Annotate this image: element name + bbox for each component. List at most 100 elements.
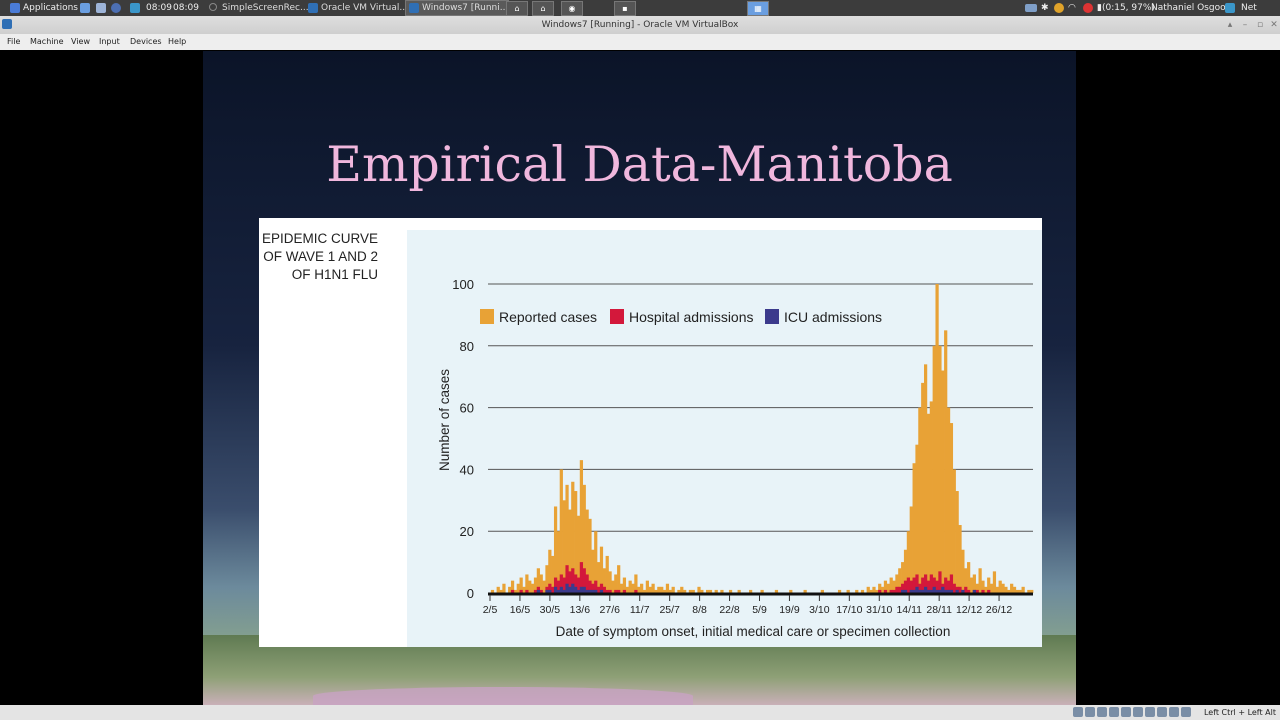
network-adapter-icon[interactable] bbox=[1109, 707, 1119, 717]
display-indicator-icon[interactable] bbox=[1145, 707, 1155, 717]
reported-cases-bar bbox=[866, 586, 870, 593]
icu-admissions-bar bbox=[536, 589, 540, 593]
vm-display-slide[interactable]: Empirical Data-Manitoba EPIDEMIC CURVE O… bbox=[203, 51, 1076, 705]
recording-icon[interactable] bbox=[1157, 707, 1167, 717]
reported-cases-bar bbox=[878, 583, 882, 593]
icu-admissions-bar bbox=[941, 586, 945, 593]
shared-folder-icon[interactable] bbox=[1133, 707, 1143, 717]
hospital-admissions-bar bbox=[591, 583, 595, 593]
hospital-admissions-bar bbox=[981, 589, 985, 593]
app-tray-icon[interactable] bbox=[1225, 3, 1235, 13]
icu-admissions-bar bbox=[924, 586, 928, 593]
reported-cases-bar bbox=[708, 589, 713, 593]
menu-devices[interactable]: Devices bbox=[130, 37, 162, 46]
task-label: Windows7 [Runni... bbox=[422, 3, 509, 13]
shade-button[interactable]: ▴ bbox=[1227, 20, 1233, 30]
hospital-admissions-bar bbox=[617, 589, 621, 593]
icu-admissions-bar bbox=[929, 589, 933, 593]
browser-icon[interactable] bbox=[111, 3, 121, 13]
wifi-icon[interactable]: ◠ bbox=[1068, 3, 1076, 13]
legend-swatch bbox=[610, 309, 624, 324]
reported-cases-bar bbox=[929, 401, 933, 593]
task-windows7-vm[interactable]: Windows7 [Runni... bbox=[405, 0, 509, 16]
menu-file[interactable]: File bbox=[7, 37, 21, 46]
reported-cases-bar bbox=[662, 589, 667, 593]
hospital-admissions-bar bbox=[559, 574, 563, 593]
reported-cases-bar bbox=[508, 586, 512, 593]
hospital-admissions-bar bbox=[519, 589, 523, 593]
hospital-admissions-bar bbox=[599, 583, 604, 593]
hospital-admissions-bar bbox=[602, 586, 606, 593]
icu-admissions-bar bbox=[972, 589, 976, 593]
reported-cases-bar bbox=[837, 589, 842, 593]
hospital-admissions-bar bbox=[975, 589, 979, 593]
epidemic-curve-figure: EPIDEMIC CURVE OF WAVE 1 AND 2 OF H1N1 F… bbox=[259, 218, 1042, 647]
applications-icon bbox=[10, 2, 20, 13]
reported-cases-bar bbox=[531, 583, 535, 593]
reported-cases-bar bbox=[496, 586, 500, 593]
minimize-button[interactable]: – bbox=[1242, 20, 1248, 30]
figure-title-line: OF WAVE 1 AND 2 bbox=[263, 249, 378, 264]
hospital-admissions-bar bbox=[525, 589, 529, 593]
usb-icon[interactable] bbox=[1121, 707, 1131, 717]
clock-time: 08:09 bbox=[146, 3, 172, 13]
x-tick-label: 3/10 bbox=[809, 604, 830, 616]
network-menu[interactable]: Net bbox=[1241, 0, 1257, 16]
reported-cases-bar bbox=[760, 589, 764, 593]
menu-view[interactable]: View bbox=[71, 37, 90, 46]
battery-icon: ▮ bbox=[1097, 3, 1102, 13]
icu-admissions-bar bbox=[921, 589, 925, 593]
workspace-5[interactable]: ▦ bbox=[747, 1, 769, 16]
file-manager-icon[interactable] bbox=[96, 3, 106, 13]
hospital-admissions-bar bbox=[548, 583, 552, 593]
user-menu[interactable]: Nathaniel Osgood bbox=[1151, 0, 1231, 16]
task-simplescreenrecorder[interactable]: SimpleScreenRec... bbox=[206, 1, 322, 15]
applications-menu[interactable]: Applications bbox=[10, 0, 78, 16]
x-tick-label: 12/12 bbox=[956, 604, 982, 616]
icu-admissions-bar bbox=[579, 586, 584, 593]
hospital-admissions-bar bbox=[568, 571, 572, 593]
reported-cases-bar bbox=[949, 423, 954, 593]
window-titlebar: Windows7 [Running] - Oracle VM VirtualBo… bbox=[0, 16, 1280, 34]
clock: 08:09 bbox=[146, 0, 172, 16]
workspace-1[interactable]: ⌂ bbox=[506, 1, 528, 16]
hard-disk-icon[interactable] bbox=[1073, 707, 1083, 717]
task-virtualbox-manager[interactable]: Oracle VM Virtual... bbox=[305, 1, 421, 15]
mouse-integration-icon[interactable] bbox=[1169, 707, 1179, 717]
alert-icon[interactable] bbox=[1083, 3, 1093, 13]
icu-admissions-bar bbox=[909, 589, 913, 593]
workspace-2[interactable]: ⌂ bbox=[532, 1, 554, 16]
hospital-admissions-bar bbox=[539, 589, 543, 593]
reported-cases-bar bbox=[556, 531, 561, 593]
reported-cases-bar bbox=[972, 574, 976, 593]
reported-cases-bar bbox=[720, 589, 724, 593]
optical-drive-icon[interactable] bbox=[1085, 707, 1095, 717]
reported-cases-bar bbox=[559, 469, 563, 593]
display-icon[interactable] bbox=[1025, 4, 1037, 12]
hospital-admissions-bar bbox=[585, 574, 589, 593]
menu-input[interactable]: Input bbox=[99, 37, 120, 46]
menu-help[interactable]: Help bbox=[168, 37, 187, 46]
reported-cases-bar bbox=[565, 484, 569, 593]
battery-indicator[interactable]: ▮(0:15, 97%) bbox=[1097, 0, 1155, 16]
hospital-admissions-bar bbox=[562, 577, 566, 593]
menu-machine[interactable]: Machine bbox=[30, 37, 64, 46]
maximize-button[interactable]: ▫ bbox=[1256, 20, 1264, 30]
x-tick-label: 17/10 bbox=[836, 604, 862, 616]
app-launcher-icon[interactable] bbox=[130, 3, 140, 13]
reported-cases-bar bbox=[519, 577, 523, 593]
keyboard-capture-icon[interactable] bbox=[1181, 707, 1191, 717]
workspace-4[interactable]: ▪ bbox=[614, 1, 636, 16]
task-label: Oracle VM Virtual... bbox=[321, 3, 408, 13]
hospital-admissions-bar bbox=[565, 565, 569, 593]
workspace-3[interactable]: ◉ bbox=[561, 1, 583, 16]
bluetooth-icon[interactable]: ✱ bbox=[1041, 3, 1049, 13]
reported-cases-bar bbox=[691, 589, 695, 593]
reported-cases-bar bbox=[502, 583, 506, 593]
audio-icon[interactable] bbox=[1097, 707, 1107, 717]
chrome-tray-icon[interactable] bbox=[1054, 3, 1064, 13]
close-button[interactable]: ✕ bbox=[1270, 20, 1278, 30]
show-desktop-icon[interactable] bbox=[80, 3, 90, 13]
hospital-admissions-bar bbox=[949, 574, 954, 593]
reported-cases-bar bbox=[938, 345, 942, 593]
